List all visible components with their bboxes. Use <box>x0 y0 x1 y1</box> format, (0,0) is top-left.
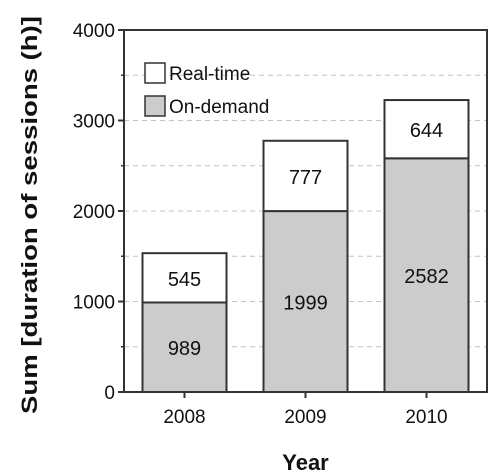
x-tick-label: 2008 <box>163 407 205 428</box>
x-tick-label: 2010 <box>405 407 447 428</box>
x-axis-title: Year <box>282 450 329 473</box>
legend: Real-time On-demand <box>144 62 269 118</box>
x-tick-label: 2009 <box>284 407 326 428</box>
bar-on-demand-2008 <box>141 301 228 394</box>
bar-value-label: 545 <box>168 269 201 291</box>
bar-real-time-2009 <box>262 139 349 213</box>
y-tick-label: 4000 <box>73 21 115 42</box>
x-axis: 2008 2009 2010 <box>163 392 448 428</box>
legend-label: On-demand <box>169 97 269 118</box>
y-tick-label: 1000 <box>73 293 115 314</box>
bar-on-demand-2009 <box>262 210 349 393</box>
bar-on-demand-2010 <box>383 157 470 393</box>
bars <box>141 99 470 394</box>
bar-value-label: 1999 <box>283 293 328 315</box>
legend-swatch <box>144 95 166 117</box>
y-axis-title: Sum [duration of sessions (h)] <box>17 16 42 414</box>
y-tick-label: 0 <box>104 383 115 404</box>
bar-real-time-2008 <box>141 252 228 304</box>
legend-swatch <box>144 62 166 84</box>
bar-value-label: 2582 <box>404 266 449 288</box>
bar-value-label: 777 <box>289 167 322 189</box>
y-axis: 0 1000 2000 3000 4000 <box>73 21 124 404</box>
y-tick-label: 3000 <box>73 112 115 133</box>
bar-value-label: 989 <box>168 338 201 360</box>
bar-value-labels: 989 545 1999 777 2582 644 <box>168 120 449 360</box>
legend-label: Real-time <box>169 64 250 85</box>
y-tick-label: 2000 <box>73 202 115 223</box>
bar-value-label: 644 <box>410 120 443 142</box>
bar-real-time-2010 <box>383 99 470 160</box>
